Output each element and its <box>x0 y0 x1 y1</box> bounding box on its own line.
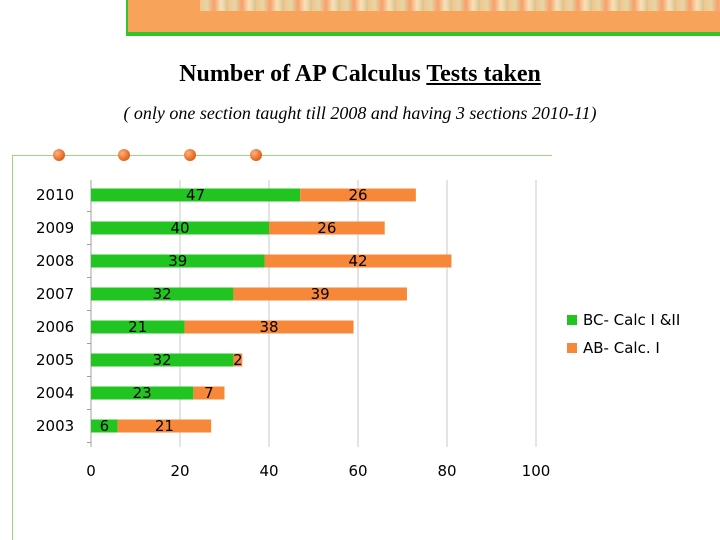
bar-segment <box>91 188 301 202</box>
header-floral-pattern <box>200 0 720 11</box>
bar-segment <box>117 419 212 433</box>
bar-segment <box>91 287 234 301</box>
header-left-line <box>126 0 128 36</box>
bar-segment <box>91 320 185 334</box>
slide-title: Number of AP Calculus Tests taken <box>0 61 720 88</box>
data-label: 21 <box>155 417 174 435</box>
x-tick-label: 0 <box>86 462 96 480</box>
divider-vertical-line <box>12 155 13 540</box>
bullet-dot-icon <box>250 149 262 161</box>
legend-label-bc: BC- Calc I &II <box>583 311 681 329</box>
bar-segment <box>269 221 385 235</box>
bar-segment <box>300 188 416 202</box>
x-tick-label: 60 <box>348 462 367 480</box>
legend-item-bc: BC- Calc I &II <box>567 306 680 334</box>
bullet-dot-icon <box>118 149 130 161</box>
data-label: 38 <box>259 318 278 336</box>
data-label: 26 <box>317 219 336 237</box>
data-label: 2 <box>233 351 243 369</box>
legend-swatch-ab <box>567 343 577 353</box>
bullet-dot-icon <box>53 149 65 161</box>
legend-label-ab: AB- Calc. I <box>583 339 660 357</box>
x-tick-label: 80 <box>437 462 456 480</box>
x-tick-label: 40 <box>259 462 278 480</box>
y-tick-label: 2009 <box>36 219 74 237</box>
bar-segment <box>91 221 269 235</box>
bar-segment <box>193 386 225 400</box>
legend-swatch-bc <box>567 315 577 325</box>
y-tick-label: 2003 <box>36 417 74 435</box>
data-label: 6 <box>100 417 110 435</box>
y-tick-label: 2007 <box>36 285 74 303</box>
bullet-dot-icon <box>184 149 196 161</box>
slide-subtitle: ( only one section taught till 2008 and … <box>123 103 597 123</box>
y-tick-label: 2004 <box>36 384 74 402</box>
slide-title-text: Number of AP Calculus <box>179 61 427 87</box>
data-label: 32 <box>153 285 172 303</box>
data-label: 23 <box>133 384 152 402</box>
y-tick-label: 2010 <box>36 186 74 204</box>
data-label: 26 <box>348 186 367 204</box>
data-label: 32 <box>153 351 172 369</box>
x-tick-label: 20 <box>170 462 189 480</box>
bar-segment <box>91 419 118 433</box>
slide-title-underlined-text: Tests taken <box>426 61 541 87</box>
chart-legend: BC- Calc I &II AB- Calc. I <box>567 306 680 362</box>
bar-segment <box>91 386 194 400</box>
divider-line <box>12 155 552 156</box>
data-label: 40 <box>170 219 189 237</box>
bar-segment <box>184 320 354 334</box>
data-label: 7 <box>204 384 214 402</box>
bar-segment <box>233 353 243 367</box>
bar-segment <box>91 254 265 268</box>
y-tick-label: 2008 <box>36 252 74 270</box>
data-label: 39 <box>168 252 187 270</box>
header-green-stripe <box>126 32 720 36</box>
y-tick-label: 2005 <box>36 351 74 369</box>
legend-item-ab: AB- Calc. I <box>567 334 680 362</box>
data-label: 21 <box>128 318 147 336</box>
data-label: 39 <box>311 285 330 303</box>
y-tick-label: 2006 <box>36 318 74 336</box>
x-tick-label: 100 <box>522 462 551 480</box>
bar-segment <box>91 353 234 367</box>
data-label: 47 <box>186 186 205 204</box>
data-label: 42 <box>348 252 367 270</box>
bar-segment <box>264 254 452 268</box>
bar-segment <box>233 287 407 301</box>
